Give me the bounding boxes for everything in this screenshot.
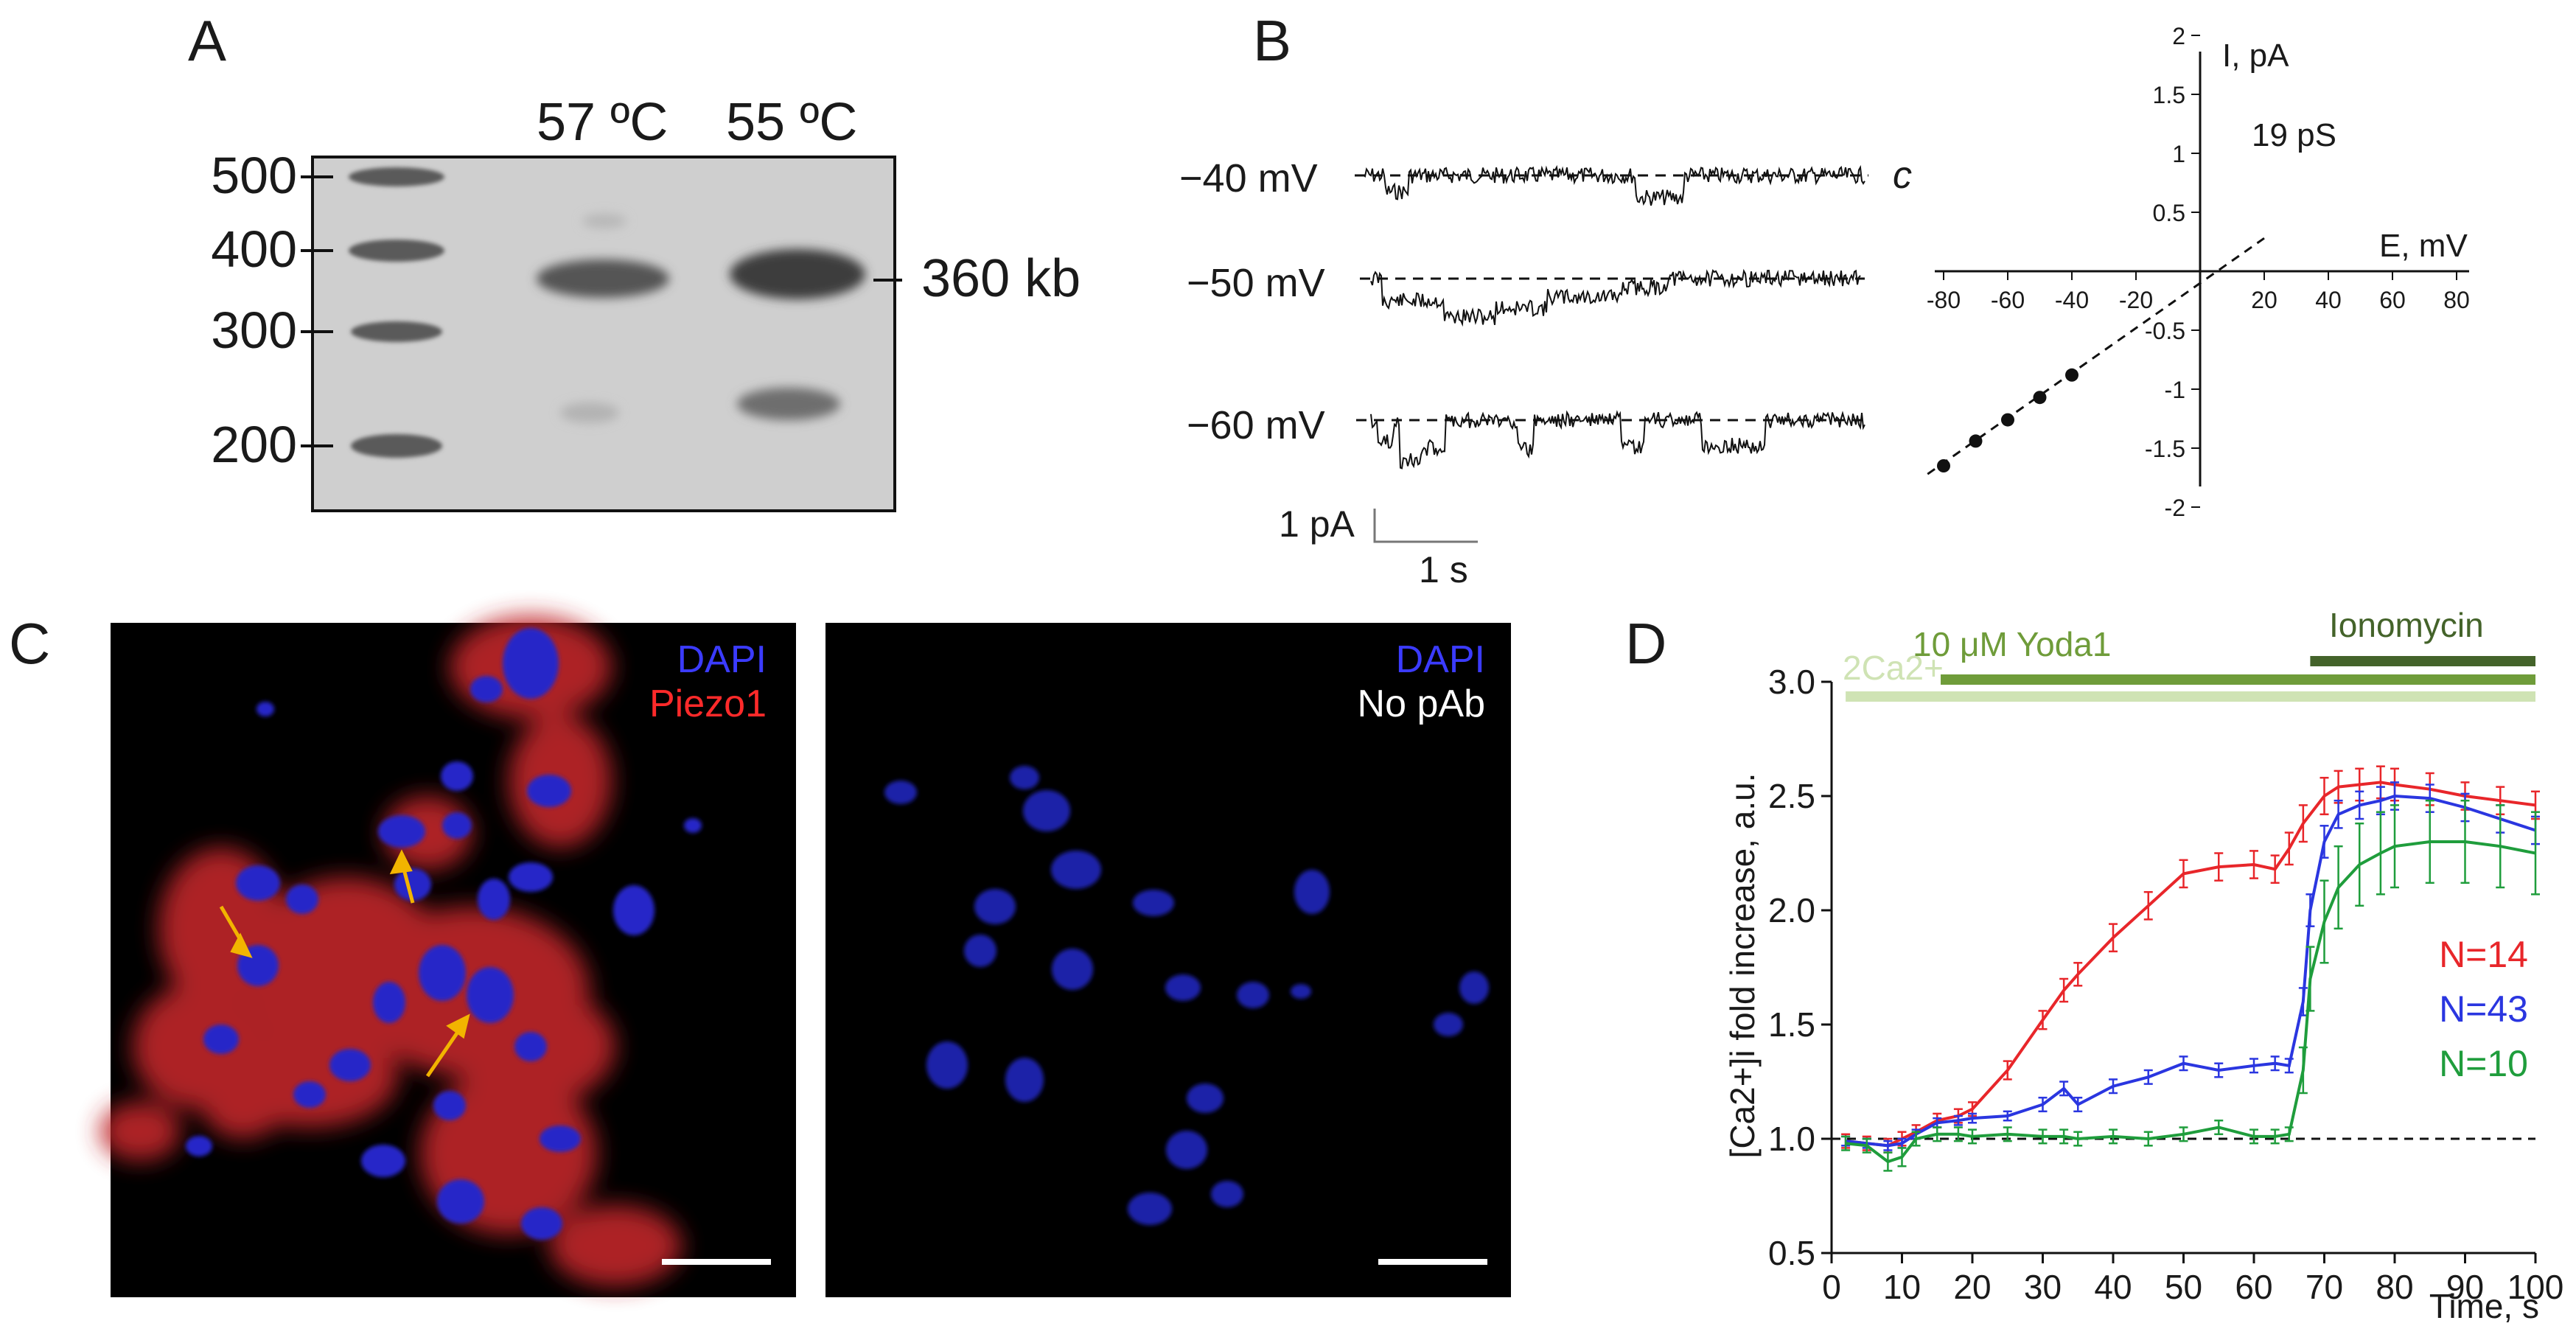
scale-bar-time: 1 s: [1419, 549, 1468, 590]
ladder-ticks: [301, 175, 902, 447]
iv-x-tick-label: -40: [2055, 287, 2089, 313]
iv-data-point: [2001, 413, 2014, 427]
series-label: N=14: [2439, 934, 2528, 975]
treatment-label: 10 μM Yoda1: [1913, 625, 2112, 663]
series-line: [1845, 781, 2536, 1148]
closed-state-label: c: [1893, 154, 1912, 197]
ca-x-tick-label: 50: [2165, 1268, 2202, 1306]
ca-y-axis-label: [Ca2+]i fold increase, a.u.: [1723, 773, 1762, 1159]
voltage-label-40: −40 mV: [1179, 156, 1318, 200]
series-label: N=43: [2439, 988, 2528, 1030]
treatment-bar: [1846, 691, 2535, 702]
iv-y-tick-label: 0.5: [2153, 200, 2185, 226]
iv-y-axis-label: I, pA: [2222, 38, 2289, 74]
trace-scale-bar: [1373, 509, 1478, 543]
ca-x-tick-label: 90: [2446, 1268, 2484, 1306]
iv-data-point: [2033, 391, 2047, 405]
ladder-label-400: 400: [211, 220, 297, 278]
iv-y-tick-label: -0.5: [2145, 318, 2185, 344]
ladder-label-200: 200: [211, 416, 297, 473]
iv-conductance-label: 19 pS: [2252, 117, 2336, 153]
ca-x-tick-label: 70: [2306, 1268, 2343, 1306]
treatment-label: 2Ca2+: [1843, 649, 1944, 687]
ca-x-tick-label: 40: [2094, 1268, 2132, 1306]
voltage-label-50: −50 mV: [1187, 261, 1325, 305]
label-dapi-right: DAPI: [1396, 638, 1485, 681]
iv-x-tick-label: -20: [2119, 287, 2153, 313]
ca-x-tick-label: 100: [2507, 1268, 2564, 1306]
iv-data-point: [1969, 434, 1983, 448]
iv-x-tick-label: 20: [2251, 287, 2277, 313]
iv-y-tick-label: -2: [2165, 495, 2185, 521]
panel-letter-c: C: [9, 611, 50, 676]
series-line: [1845, 794, 2536, 1148]
iv-x-axis-label: E, mV: [2379, 228, 2468, 264]
iv-fit-line: [1927, 237, 2265, 475]
ca-y-tick-label: 1.0: [1768, 1120, 1815, 1158]
calcium-chart: 2Ca2+10 μM Yoda1 Ionomycin 0 10 20 30 40 50 60 70…: [1723, 606, 2563, 1325]
label-piezo1: Piezo1: [649, 683, 767, 725]
iv-x-tick-label: 60: [2379, 287, 2406, 313]
micrograph-piezo1: [100, 615, 796, 1297]
iv-y-tick-label: 1.5: [2153, 82, 2185, 108]
trace-baselines: [1355, 174, 1868, 422]
panel-letter-b: B: [1253, 8, 1291, 73]
trace-minus50: [1370, 268, 1861, 327]
iv-y-tick-label: 1: [2172, 141, 2185, 167]
label-dapi-left: DAPI: [677, 638, 767, 681]
iv-x-tick-label: -80: [1927, 287, 1961, 313]
label-no-pab: No pAb: [1358, 683, 1485, 725]
panel-letter-a: A: [188, 8, 226, 73]
gel-image: [311, 156, 896, 512]
ladder-label-500: 500: [211, 147, 297, 204]
treatment-label: Ionomycin: [2329, 606, 2484, 644]
panel-letter-d: D: [1625, 611, 1666, 676]
ca-x-tick-label: 80: [2376, 1268, 2413, 1306]
ca-y-tick-label: 1.5: [1768, 1005, 1815, 1044]
treatment-bar: [1941, 674, 2535, 685]
iv-y-tick-label: -1.5: [2145, 436, 2185, 462]
ca-x-tick-label: 10: [1883, 1268, 1921, 1306]
lane-label-55: 55 ºC: [726, 93, 857, 152]
ca-x-tick-label: 60: [2235, 1268, 2272, 1306]
treatment-bar: [2310, 656, 2535, 666]
voltage-label-60: −60 mV: [1187, 403, 1325, 447]
trace-minus40: [1363, 164, 1865, 206]
ca-y-tick-label: 2.5: [1768, 777, 1815, 815]
series-label: N=10: [2439, 1043, 2528, 1084]
band-size-label: 360 kb: [921, 249, 1081, 308]
lane-label-57: 57 ºC: [537, 93, 668, 152]
ca-x-tick-label: 0: [1822, 1268, 1841, 1306]
iv-y-tick-label: 2: [2172, 23, 2185, 49]
ca-x-axis-label: Time, s: [2429, 1287, 2539, 1325]
ca-y-tick-label: 0.5: [1768, 1234, 1815, 1272]
iv-y-tick-label: -1: [2165, 377, 2185, 403]
iv-x-tick-label: 40: [2315, 287, 2342, 313]
iv-x-tick-label: 80: [2443, 287, 2470, 313]
iv-plot: -80 -60 -40 -20 20 40 60 80 2 1.5 1 0.5 -0.5 -1 -1.5 -2: [1927, 23, 2470, 521]
ca-y-tick-label: 2.0: [1768, 891, 1815, 929]
series-line: [1845, 840, 2536, 1164]
ca-x-tick-label: 20: [1953, 1268, 1991, 1306]
micrograph-no-pab: [825, 623, 1511, 1297]
iv-x-tick-label: -60: [1991, 287, 2025, 313]
iv-data-point: [2065, 368, 2078, 382]
scale-bar-current: 1 pA: [1279, 503, 1355, 545]
ca-x-tick-label: 30: [2024, 1268, 2062, 1306]
trace-minus60: [1370, 410, 1865, 470]
ca-y-tick-label: 3.0: [1768, 663, 1815, 701]
iv-data-point: [1937, 459, 1950, 472]
ladder-label-300: 300: [211, 301, 297, 359]
